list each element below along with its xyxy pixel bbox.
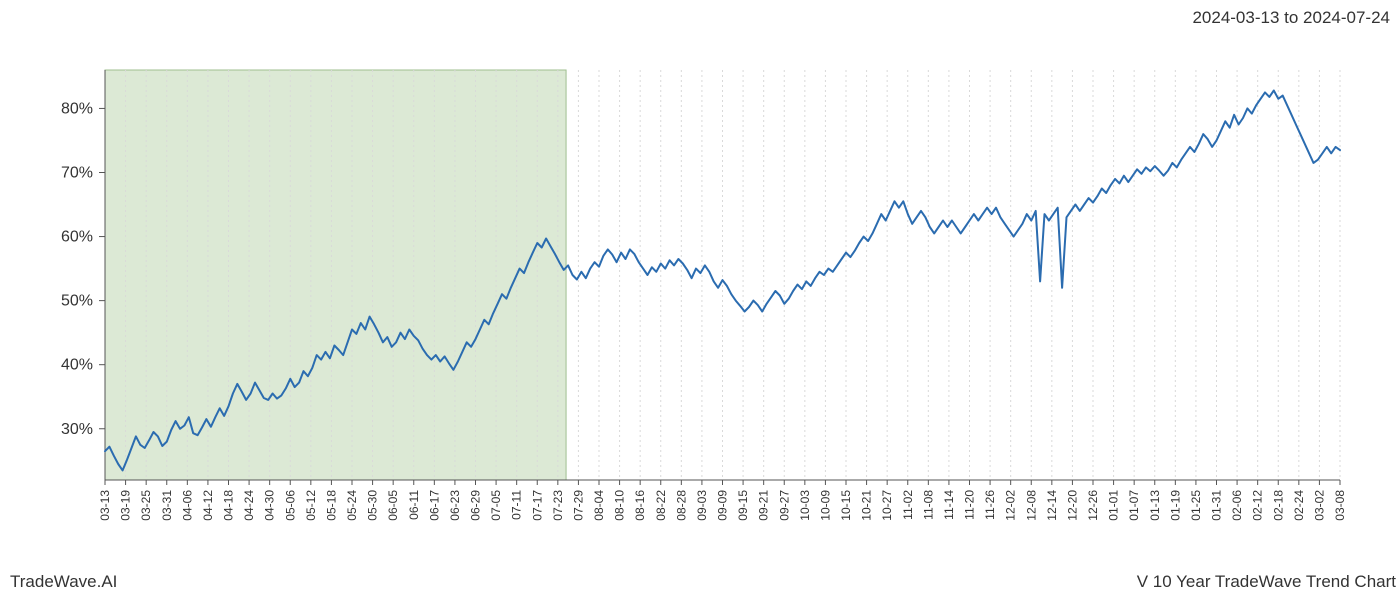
svg-text:08-22: 08-22 [654,490,668,521]
svg-text:04-30: 04-30 [263,490,277,521]
svg-text:02-18: 02-18 [1271,490,1285,521]
svg-text:05-12: 05-12 [304,490,318,521]
svg-text:03-31: 03-31 [160,490,174,521]
svg-text:07-29: 07-29 [571,490,585,521]
svg-text:06-11: 06-11 [407,490,421,520]
svg-text:50%: 50% [61,293,93,310]
svg-text:12-26: 12-26 [1086,490,1100,521]
date-range-label: 2024-03-13 to 2024-07-24 [1192,8,1390,28]
svg-text:04-24: 04-24 [242,490,256,521]
svg-text:04-18: 04-18 [222,490,236,521]
svg-text:03-02: 03-02 [1312,490,1326,521]
svg-text:01-19: 01-19 [1168,490,1182,521]
svg-text:70%: 70% [61,165,93,182]
svg-text:08-16: 08-16 [633,490,647,521]
svg-text:01-01: 01-01 [1107,490,1121,521]
svg-text:12-08: 12-08 [1024,490,1038,521]
svg-text:02-24: 02-24 [1292,490,1306,521]
svg-text:11-02: 11-02 [901,490,915,520]
svg-text:10-15: 10-15 [839,490,853,521]
svg-text:09-27: 09-27 [777,490,791,521]
svg-text:06-29: 06-29 [469,490,483,521]
svg-text:10-03: 10-03 [798,490,812,521]
svg-text:08-28: 08-28 [674,490,688,521]
svg-text:01-07: 01-07 [1127,490,1141,521]
svg-text:40%: 40% [61,357,93,374]
svg-text:02-12: 02-12 [1251,490,1265,521]
brand-label: TradeWave.AI [10,572,117,592]
trend-chart: 30% 40% 50% 60% 70% 80% 03-13 03-19 03-25 03-31 04… [0,40,1400,560]
svg-text:07-23: 07-23 [551,490,565,521]
svg-text:12-20: 12-20 [1065,490,1079,521]
svg-text:05-24: 05-24 [345,490,359,521]
svg-text:30%: 30% [61,421,93,438]
svg-text:06-17: 06-17 [427,490,441,521]
svg-text:07-17: 07-17 [530,490,544,521]
svg-text:10-21: 10-21 [860,490,874,521]
svg-text:08-04: 08-04 [592,490,606,521]
svg-text:08-10: 08-10 [613,490,627,521]
chart-title: V 10 Year TradeWave Trend Chart [1137,572,1396,592]
svg-text:02-06: 02-06 [1230,490,1244,521]
svg-text:01-31: 01-31 [1210,490,1224,521]
svg-text:09-03: 09-03 [695,490,709,521]
svg-text:12-14: 12-14 [1045,490,1059,521]
svg-text:09-09: 09-09 [716,490,730,521]
svg-text:12-02: 12-02 [1004,490,1018,521]
svg-text:11-26: 11-26 [983,490,997,520]
svg-text:11-20: 11-20 [963,490,977,520]
svg-text:03-19: 03-19 [119,490,133,521]
svg-text:11-14: 11-14 [942,490,956,520]
svg-text:06-23: 06-23 [448,490,462,521]
svg-text:09-15: 09-15 [736,490,750,521]
svg-text:10-27: 10-27 [880,490,894,521]
svg-text:04-12: 04-12 [201,490,215,521]
svg-text:80%: 80% [61,100,93,117]
svg-text:03-25: 03-25 [139,490,153,521]
svg-text:03-13: 03-13 [98,490,112,521]
svg-text:05-18: 05-18 [324,490,338,521]
svg-text:03-08: 03-08 [1333,490,1347,521]
svg-text:10-09: 10-09 [818,490,832,521]
svg-text:01-13: 01-13 [1148,490,1162,521]
svg-text:05-30: 05-30 [366,490,380,521]
svg-text:07-11: 07-11 [510,490,524,520]
svg-text:04-06: 04-06 [180,490,194,521]
svg-text:01-25: 01-25 [1189,490,1203,521]
svg-text:05-06: 05-06 [283,490,297,521]
svg-text:11-08: 11-08 [921,490,935,520]
svg-text:09-21: 09-21 [757,490,771,521]
svg-text:07-05: 07-05 [489,490,503,521]
svg-text:60%: 60% [61,229,93,246]
svg-text:06-05: 06-05 [386,490,400,521]
